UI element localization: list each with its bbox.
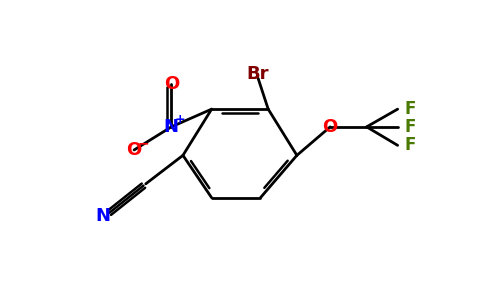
Text: F: F [405,118,416,136]
Text: O: O [164,75,179,93]
Text: O: O [322,118,338,136]
Text: N: N [164,118,179,136]
Text: +: + [175,113,185,126]
Text: F: F [405,136,416,154]
Text: −: − [137,137,149,151]
Text: Br: Br [247,65,270,83]
Text: F: F [405,100,416,118]
Text: N: N [96,207,111,225]
Text: O: O [126,141,142,159]
